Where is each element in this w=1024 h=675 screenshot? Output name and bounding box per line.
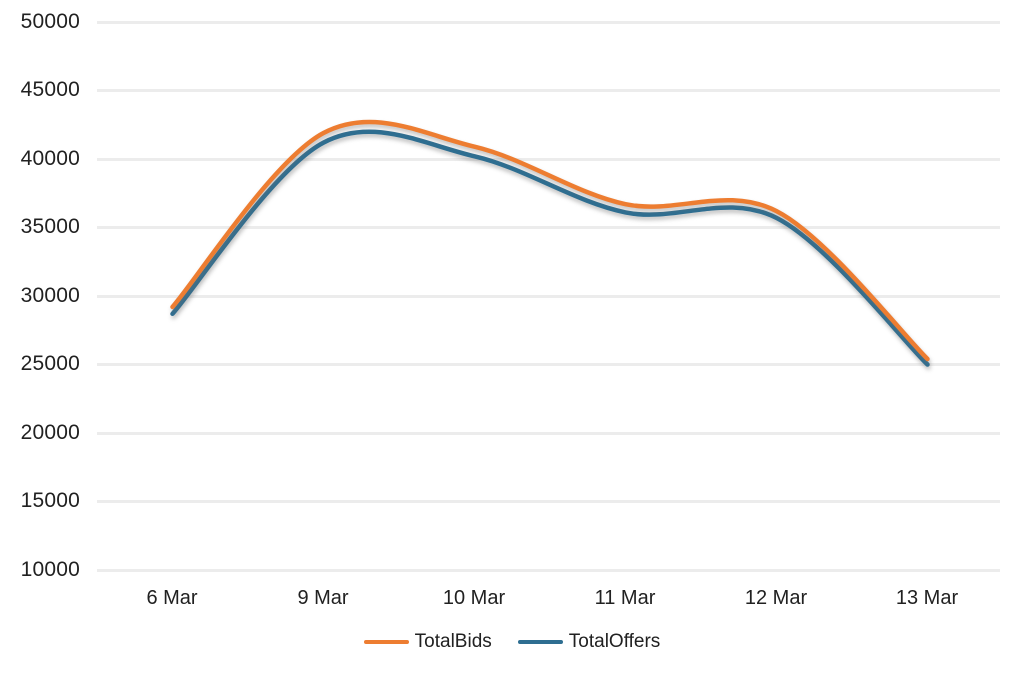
legend-item-totaloffers: TotalOffers xyxy=(517,630,661,654)
legend-label-totaloffers: TotalOffers xyxy=(568,631,661,652)
y-axis-tick-label: 50000 xyxy=(20,10,80,33)
series-svg xyxy=(170,119,930,367)
x-axis-label: 10 Mar xyxy=(442,587,506,609)
x-axis-label: 6 Mar xyxy=(146,587,198,609)
gridline xyxy=(97,21,1000,24)
totaloffers-line xyxy=(170,129,930,367)
legend-label-totalbids: TotalBids xyxy=(414,631,492,652)
y-axis-tick-label: 40000 xyxy=(20,147,80,170)
y-axis-tick-label: 30000 xyxy=(20,284,80,307)
totalbids-line xyxy=(170,119,930,362)
totalbids-line-swatch xyxy=(363,639,409,645)
y-axis-tick-label: 10000 xyxy=(20,558,80,581)
y-axis-tick-label: 45000 xyxy=(20,78,80,101)
x-axis-label: 12 Mar xyxy=(744,587,808,609)
y-axis-tick-label: 25000 xyxy=(20,352,80,375)
gridline xyxy=(97,89,1000,92)
gridline xyxy=(97,226,1000,229)
gridline xyxy=(97,500,1000,503)
x-axis-label: 13 Mar xyxy=(895,587,959,609)
y-axis-tick-label: 35000 xyxy=(20,215,80,238)
x-axis-label: 11 Mar xyxy=(594,587,656,609)
legend-item-totalbids: TotalBids xyxy=(363,630,492,654)
legend: TotalBids TotalOffers xyxy=(0,630,1024,654)
y-axis-tick-label: 15000 xyxy=(20,489,80,512)
gridline xyxy=(97,158,1000,161)
x-axis-label: 9 Mar xyxy=(297,587,349,609)
gridline xyxy=(97,569,1000,572)
gridline xyxy=(97,363,1000,366)
totaloffers-line-swatch xyxy=(517,639,563,645)
gridline xyxy=(97,432,1000,435)
gridline xyxy=(97,295,1000,298)
y-axis-tick-label: 20000 xyxy=(20,421,80,444)
